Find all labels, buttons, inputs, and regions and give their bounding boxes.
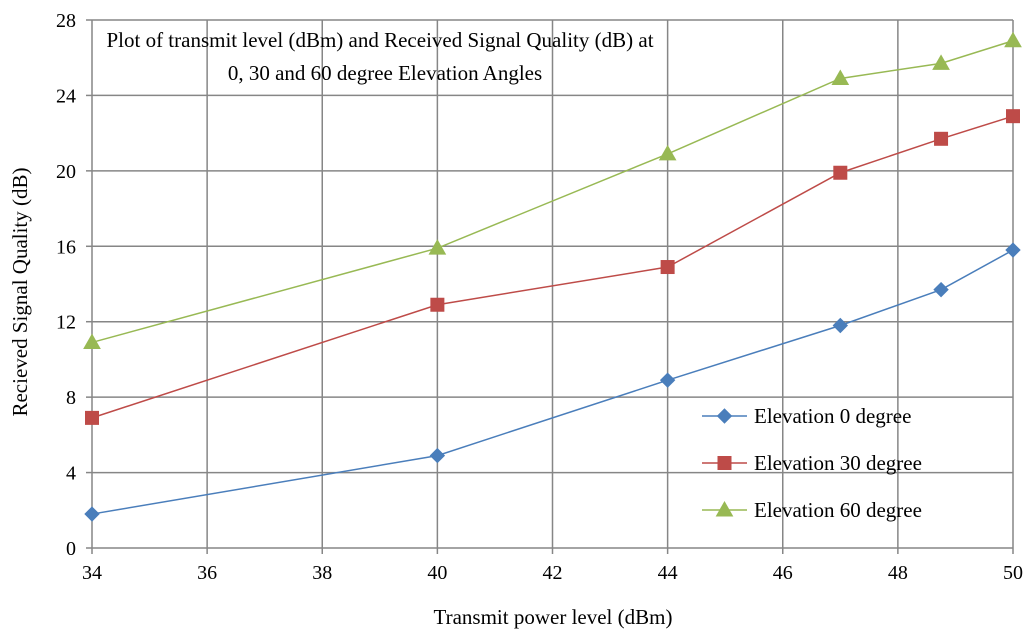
series-2	[85, 109, 1020, 425]
data-point-marker	[933, 281, 949, 298]
legend-entry: Elevation 60 degree	[702, 498, 922, 522]
series-line	[91, 115, 1014, 419]
data-point-marker	[1005, 242, 1021, 258]
grid	[86, 19, 1014, 554]
data-point-marker	[932, 54, 950, 70]
legend-label: Elevation 60 degree	[754, 498, 922, 522]
legend-entry: Elevation 30 degree	[702, 451, 922, 475]
x-tick-label: 44	[658, 562, 678, 584]
data-point-marker	[1004, 31, 1022, 48]
data-point-marker	[84, 506, 100, 522]
x-tick-label: 48	[888, 562, 908, 584]
data-point-marker	[428, 239, 447, 255]
x-tick-label: 42	[543, 562, 563, 584]
data-point-marker	[429, 447, 446, 464]
chart-title-line-1: Plot of transmit level (dBm) and Receive…	[106, 28, 653, 52]
x-tick-label: 34	[82, 562, 102, 584]
legend-marker	[717, 456, 732, 470]
data-point-marker	[430, 297, 445, 312]
data-point-marker	[934, 131, 949, 146]
series-layer	[83, 31, 1022, 522]
series-line	[91, 249, 1014, 515]
y-tick-label: 28	[56, 10, 76, 32]
y-tick-label: 16	[56, 236, 76, 258]
data-point-marker	[660, 260, 675, 275]
legend-label: Elevation 0 degree	[754, 404, 911, 428]
x-tick-label: 50	[1003, 562, 1023, 584]
data-point-marker	[1006, 109, 1020, 124]
y-tick-label: 24	[56, 85, 76, 107]
y-tick-label: 8	[66, 387, 76, 409]
data-point-marker	[659, 372, 676, 388]
y-tick-label: 12	[56, 312, 76, 334]
x-tick-label: 38	[312, 562, 332, 584]
series-1	[84, 242, 1021, 522]
legend-entry: Elevation 0 degree	[702, 404, 911, 428]
data-point-marker	[658, 144, 677, 161]
data-point-marker	[83, 333, 101, 349]
x-tick-label: 46	[773, 562, 793, 584]
y-tick-label: 20	[56, 161, 76, 183]
chart-title-line-2: 0, 30 and 60 degree Elevation Angles	[228, 61, 542, 85]
series-line	[91, 40, 1014, 344]
legend-label: Elevation 30 degree	[754, 451, 922, 475]
y-tick-label: 0	[66, 538, 76, 560]
x-axis-label: Transmit power level (dBm)	[434, 605, 673, 629]
data-point-marker	[832, 317, 849, 334]
legend-marker	[716, 408, 733, 424]
legend-marker	[715, 500, 734, 517]
x-tick-label: 40	[427, 562, 447, 584]
series-3	[83, 31, 1022, 349]
y-tick-label: 4	[66, 463, 76, 485]
legend: Elevation 0 degree Elevation 30 degree Ele…	[702, 404, 922, 522]
data-point-marker	[833, 165, 848, 180]
y-axis-label: Recieved Signal Quality (dB)	[8, 167, 32, 416]
data-point-marker	[85, 410, 99, 425]
data-point-marker	[831, 69, 850, 85]
x-tick-label: 36	[197, 562, 217, 584]
